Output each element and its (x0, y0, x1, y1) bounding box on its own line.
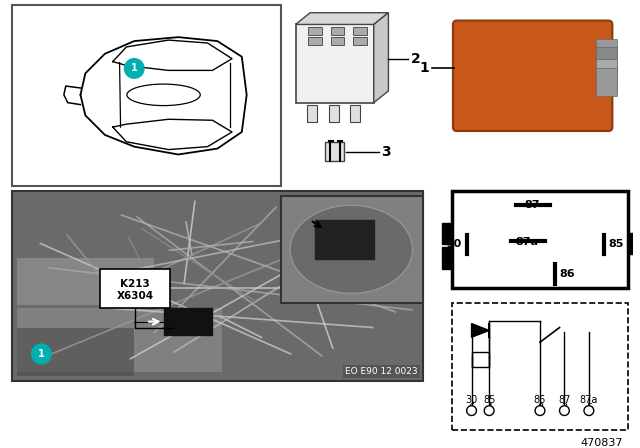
Circle shape (467, 406, 476, 415)
Text: EO E90 12 0023: EO E90 12 0023 (345, 367, 418, 376)
Bar (350, 105, 360, 122)
Text: 30: 30 (465, 395, 477, 405)
Bar (452, 191, 628, 289)
Bar (329, 105, 339, 122)
Bar (596, 59, 617, 93)
Bar (281, 195, 422, 303)
Bar (17, 308, 222, 371)
Polygon shape (472, 323, 489, 337)
Polygon shape (296, 13, 388, 25)
Text: 85: 85 (609, 239, 624, 250)
Text: X6304: X6304 (116, 291, 154, 301)
Bar (296, 25, 374, 103)
Text: 86: 86 (559, 269, 575, 279)
Bar (472, 352, 489, 366)
Text: 87: 87 (558, 395, 571, 405)
Bar (353, 37, 367, 45)
Bar (17, 327, 134, 376)
Polygon shape (374, 13, 388, 103)
Text: 2: 2 (561, 403, 568, 413)
Bar (442, 223, 452, 245)
Text: 6: 6 (468, 403, 475, 413)
Text: 85: 85 (483, 395, 495, 405)
FancyBboxPatch shape (453, 21, 612, 131)
Ellipse shape (290, 205, 412, 293)
Bar (452, 303, 628, 430)
Text: 1: 1 (420, 61, 429, 75)
Bar (442, 247, 452, 269)
Text: 2: 2 (411, 52, 420, 66)
Text: 4: 4 (486, 403, 492, 413)
Text: 1: 1 (38, 349, 45, 359)
Bar (308, 27, 322, 35)
Circle shape (584, 406, 594, 415)
Bar (325, 142, 344, 161)
Text: 5: 5 (586, 403, 592, 413)
Bar (353, 27, 367, 35)
Text: 1: 1 (131, 64, 138, 73)
Bar (12, 5, 281, 186)
Bar (596, 47, 617, 74)
Circle shape (124, 59, 144, 78)
Circle shape (535, 406, 545, 415)
Bar (100, 269, 170, 308)
Text: 3: 3 (381, 145, 391, 159)
Bar (307, 105, 317, 122)
Text: 87: 87 (524, 200, 540, 211)
Bar (308, 37, 322, 45)
Bar (596, 39, 617, 73)
Text: 8: 8 (537, 403, 543, 413)
Bar (315, 220, 374, 259)
Bar (164, 308, 212, 336)
Bar (628, 233, 637, 254)
Circle shape (31, 344, 51, 364)
Bar (12, 191, 422, 381)
Text: 87a: 87a (516, 237, 539, 246)
Text: 87a: 87a (580, 395, 598, 405)
Text: 86: 86 (534, 395, 546, 405)
Bar (331, 27, 344, 35)
Text: 470837: 470837 (580, 438, 623, 448)
Bar (17, 258, 154, 305)
Circle shape (484, 406, 494, 415)
Bar (596, 69, 617, 96)
Text: K213: K213 (120, 279, 150, 289)
Text: 30: 30 (447, 239, 462, 250)
Bar (331, 37, 344, 45)
Circle shape (559, 406, 570, 415)
